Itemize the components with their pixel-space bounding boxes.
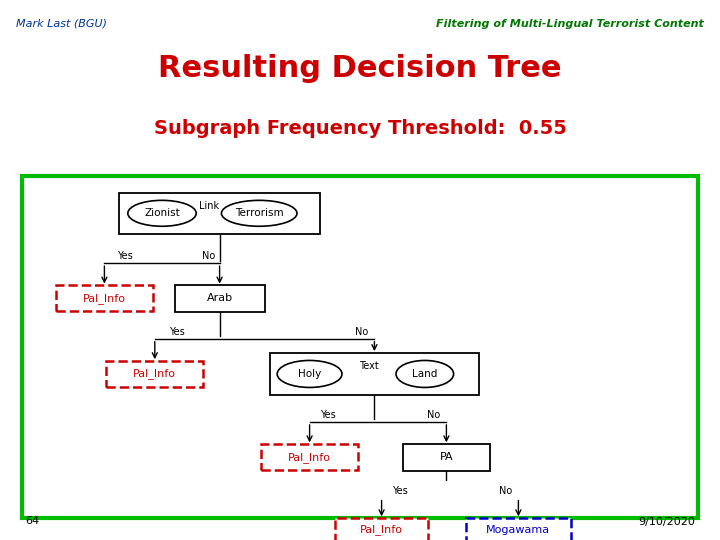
Text: Pal_Info: Pal_Info bbox=[133, 368, 176, 380]
Text: Yes: Yes bbox=[392, 485, 408, 496]
Text: No: No bbox=[427, 410, 440, 420]
Text: Yes: Yes bbox=[117, 251, 132, 261]
Text: Pal_Info: Pal_Info bbox=[83, 293, 126, 304]
Text: Land: Land bbox=[412, 369, 438, 379]
Text: Terrorism: Terrorism bbox=[235, 208, 284, 218]
Text: Link: Link bbox=[199, 201, 219, 211]
Text: PA: PA bbox=[440, 452, 453, 462]
Text: Resulting Decision Tree: Resulting Decision Tree bbox=[158, 54, 562, 83]
Text: Yes: Yes bbox=[320, 410, 336, 420]
Text: Text: Text bbox=[359, 361, 379, 372]
Text: Zionist: Zionist bbox=[144, 208, 180, 218]
Text: Subgraph Frequency Threshold:  0.55: Subgraph Frequency Threshold: 0.55 bbox=[153, 119, 567, 138]
Text: Filtering of Multi-Lingual Terrorist Content: Filtering of Multi-Lingual Terrorist Con… bbox=[436, 19, 704, 29]
Text: Pal_Info: Pal_Info bbox=[360, 524, 403, 536]
Text: No: No bbox=[202, 251, 215, 261]
Text: 64: 64 bbox=[25, 516, 40, 526]
Text: No: No bbox=[355, 327, 368, 337]
Text: Arab: Arab bbox=[207, 293, 233, 303]
Text: Pal_Info: Pal_Info bbox=[288, 451, 331, 463]
Text: No: No bbox=[499, 485, 512, 496]
Text: 9/10/2020: 9/10/2020 bbox=[638, 516, 695, 526]
Text: Mogawama: Mogawama bbox=[486, 525, 551, 535]
Text: Yes: Yes bbox=[168, 327, 184, 337]
Text: Mark Last (BGU): Mark Last (BGU) bbox=[16, 19, 107, 29]
Text: Holy: Holy bbox=[298, 369, 321, 379]
